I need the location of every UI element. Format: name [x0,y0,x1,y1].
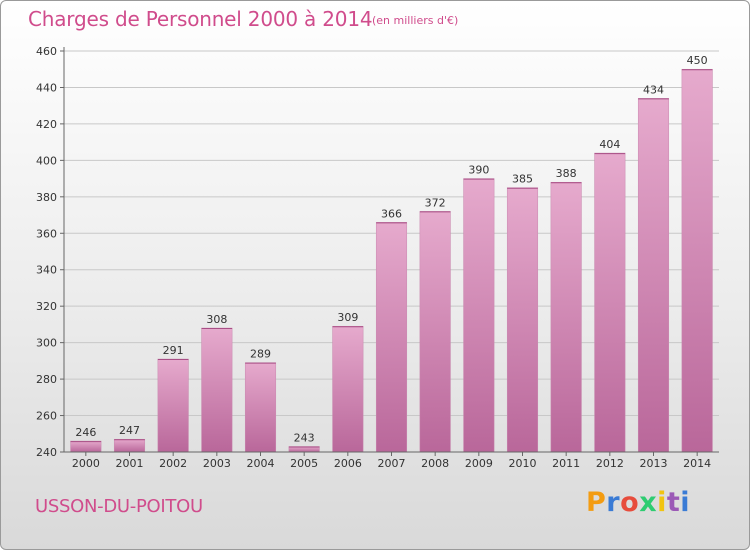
chart-subtitle: (en milliers d'€) [372,14,459,27]
data-label: 289 [250,348,271,361]
data-label: 372 [425,196,446,209]
data-label: 246 [75,426,96,439]
data-label: 243 [294,432,315,445]
y-tick-label: 400 [36,154,57,167]
x-tick-label: 2007 [378,457,406,470]
data-label: 434 [643,83,664,96]
y-tick-label: 260 [36,410,57,423]
y-tick-label: 280 [36,373,57,386]
x-tick-label: 2014 [683,457,711,470]
logo-letter: r [606,487,621,518]
data-label: 247 [119,424,140,437]
data-label: 404 [599,138,620,151]
bar-2014 [681,68,713,453]
bar-2013 [637,98,670,453]
bar-2004 [244,362,277,453]
bar-2006 [332,325,364,453]
x-tick-label: 2013 [640,457,668,470]
x-tick-label: 2009 [465,457,493,470]
y-tick-label: 460 [36,45,57,58]
axes: 240 260 280 300 320 340 360 380 400 420 440 460 2000… [36,45,719,470]
data-label: 388 [556,167,577,180]
x-tick-label: 2001 [116,457,144,470]
x-tick-label: 2003 [203,457,231,470]
data-label: 291 [163,344,184,357]
bar-2012 [594,152,626,453]
data-label: 390 [468,164,489,177]
bar-2007 [375,222,408,453]
bar-2000 [70,440,102,453]
data-label: 309 [337,311,358,324]
y-tick-label: 340 [36,264,57,277]
x-tick-label: 2011 [552,457,580,470]
y-tick-label: 240 [36,446,57,459]
y-tick-label: 360 [36,227,57,240]
x-tick-label: 2006 [334,457,362,470]
logo-letter: i [657,487,667,518]
logo-letter: x [639,487,658,518]
logo-letter: i [680,487,691,518]
data-label: 308 [206,313,227,326]
logo-letter: P [586,487,607,518]
x-tick-label: 2012 [596,457,624,470]
bar-2010 [506,187,539,453]
x-tick-label: 2000 [72,457,100,470]
y-tick-label: 420 [36,118,57,131]
data-label: 385 [512,173,533,186]
bar-2011 [550,181,582,453]
bar-2008 [419,211,451,453]
y-tick-label: 300 [36,337,57,350]
proxiti-logo: Proxiti [586,487,690,518]
bars [70,68,713,453]
data-labels: 246 247 291 308 289 243 309 366 372 390 385 388 404 4… [75,54,707,444]
y-tick-label: 380 [36,191,57,204]
data-label: 450 [687,54,708,67]
y-tick-label: 320 [36,300,57,313]
y-tick-label: 440 [36,81,57,94]
chart-title: Charges de Personnel 2000 à 2014 [28,7,373,31]
bar-2009 [463,178,495,453]
x-tick-label: 2004 [247,457,275,470]
bar-2003 [201,327,233,453]
bar-2001 [113,438,146,453]
x-tick-label: 2010 [509,457,537,470]
bar-2002 [157,358,189,453]
x-tick-label: 2002 [159,457,187,470]
logo-letter: t [666,487,681,518]
x-tick-label: 2005 [290,457,318,470]
logo-letter: o [620,487,640,518]
place-name: USSON-DU-POITOU [35,496,203,517]
data-label: 366 [381,207,402,220]
x-tick-label: 2008 [421,457,449,470]
